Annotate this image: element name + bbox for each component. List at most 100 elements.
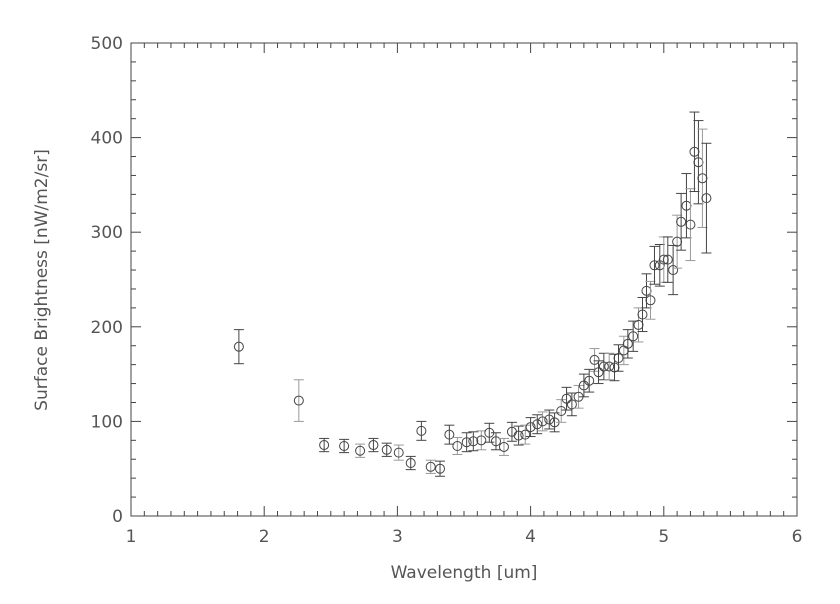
data-marker — [368, 440, 379, 451]
data-marker — [461, 437, 472, 448]
data-marker — [435, 463, 446, 474]
data-marker — [584, 375, 595, 386]
x-tick-label: 6 — [792, 527, 803, 547]
data-point — [490, 432, 501, 451]
data-marker — [561, 393, 572, 404]
y-tick-label: 500 — [91, 34, 123, 54]
data-marker — [381, 444, 392, 455]
data-marker — [566, 399, 577, 410]
data-point — [425, 459, 436, 474]
data-marker — [233, 341, 244, 352]
data-point — [416, 420, 427, 441]
data-point — [701, 142, 712, 254]
data-point — [628, 320, 639, 352]
data-marker — [672, 236, 683, 247]
data-points — [233, 111, 712, 477]
data-marker — [662, 254, 673, 265]
data-point — [604, 352, 615, 381]
data-marker — [649, 260, 660, 271]
data-marker — [556, 405, 567, 416]
x-tick-label: 2 — [259, 527, 270, 547]
y-tick-label: 300 — [91, 223, 123, 243]
data-point — [676, 192, 687, 251]
data-point — [637, 296, 648, 333]
data-marker — [544, 414, 555, 425]
x-tick-label: 3 — [392, 527, 403, 547]
data-point — [319, 437, 330, 453]
data-point — [435, 460, 446, 477]
data-point — [566, 392, 577, 417]
data-point — [520, 424, 531, 445]
data-point — [573, 384, 584, 409]
x-tick-label: 1 — [126, 527, 137, 547]
data-point — [662, 236, 673, 283]
data-marker — [681, 200, 692, 211]
data-point — [513, 425, 524, 446]
data-point — [654, 243, 665, 287]
data-marker — [685, 219, 696, 230]
data-marker — [668, 265, 679, 276]
data-marker — [425, 461, 436, 472]
data-point — [593, 360, 604, 385]
axis-ticks — [130, 42, 798, 517]
data-point — [468, 431, 479, 452]
plot-frame — [130, 42, 798, 517]
y-tick-labels: 0 100 200 300 400 500 — [91, 34, 123, 527]
data-point — [685, 188, 696, 262]
data-marker — [468, 436, 479, 447]
data-marker — [609, 362, 620, 373]
data-point — [668, 244, 679, 296]
data-marker — [628, 331, 639, 342]
data-marker — [537, 416, 548, 427]
data-point — [689, 111, 700, 193]
y-tick-label: 100 — [91, 412, 123, 432]
data-marker — [355, 445, 366, 456]
data-marker — [525, 422, 536, 433]
data-point — [561, 386, 572, 411]
y-axis-label: Surface Brightness [nW/m2/sr] — [32, 149, 52, 411]
data-point — [444, 424, 455, 445]
data-point — [339, 438, 350, 454]
y-tick-label: 400 — [91, 129, 123, 149]
data-point — [544, 409, 555, 430]
data-point — [532, 414, 543, 435]
data-point — [525, 417, 536, 438]
x-tick-label: 4 — [525, 527, 536, 547]
data-marker — [513, 430, 524, 441]
data-point — [622, 329, 633, 359]
data-marker — [633, 319, 644, 330]
data-marker — [498, 441, 509, 452]
data-marker — [416, 425, 427, 436]
data-point — [461, 432, 472, 453]
data-marker — [622, 338, 633, 349]
data-marker — [598, 361, 609, 372]
data-marker — [339, 440, 350, 451]
data-point — [393, 444, 404, 461]
data-point — [368, 437, 379, 453]
data-point — [697, 128, 708, 228]
data-marker — [645, 295, 656, 306]
x-tick-label: 5 — [658, 527, 669, 547]
data-marker — [641, 285, 652, 296]
data-marker — [405, 458, 416, 469]
data-marker — [452, 440, 463, 451]
data-marker — [520, 429, 531, 440]
data-marker — [589, 354, 600, 365]
data-marker — [701, 193, 712, 204]
data-marker — [637, 309, 648, 320]
data-point — [584, 368, 595, 393]
data-marker — [658, 254, 669, 265]
data-point — [381, 442, 392, 457]
data-point — [649, 245, 660, 285]
x-axis-label: Wavelength [um] — [391, 563, 538, 583]
data-point — [556, 399, 567, 423]
data-marker — [604, 361, 615, 372]
data-marker — [676, 216, 687, 227]
data-marker — [689, 146, 700, 157]
data-point — [405, 455, 416, 471]
data-point — [693, 120, 704, 205]
data-point — [498, 437, 509, 456]
data-point — [293, 379, 304, 422]
data-point — [476, 430, 487, 451]
